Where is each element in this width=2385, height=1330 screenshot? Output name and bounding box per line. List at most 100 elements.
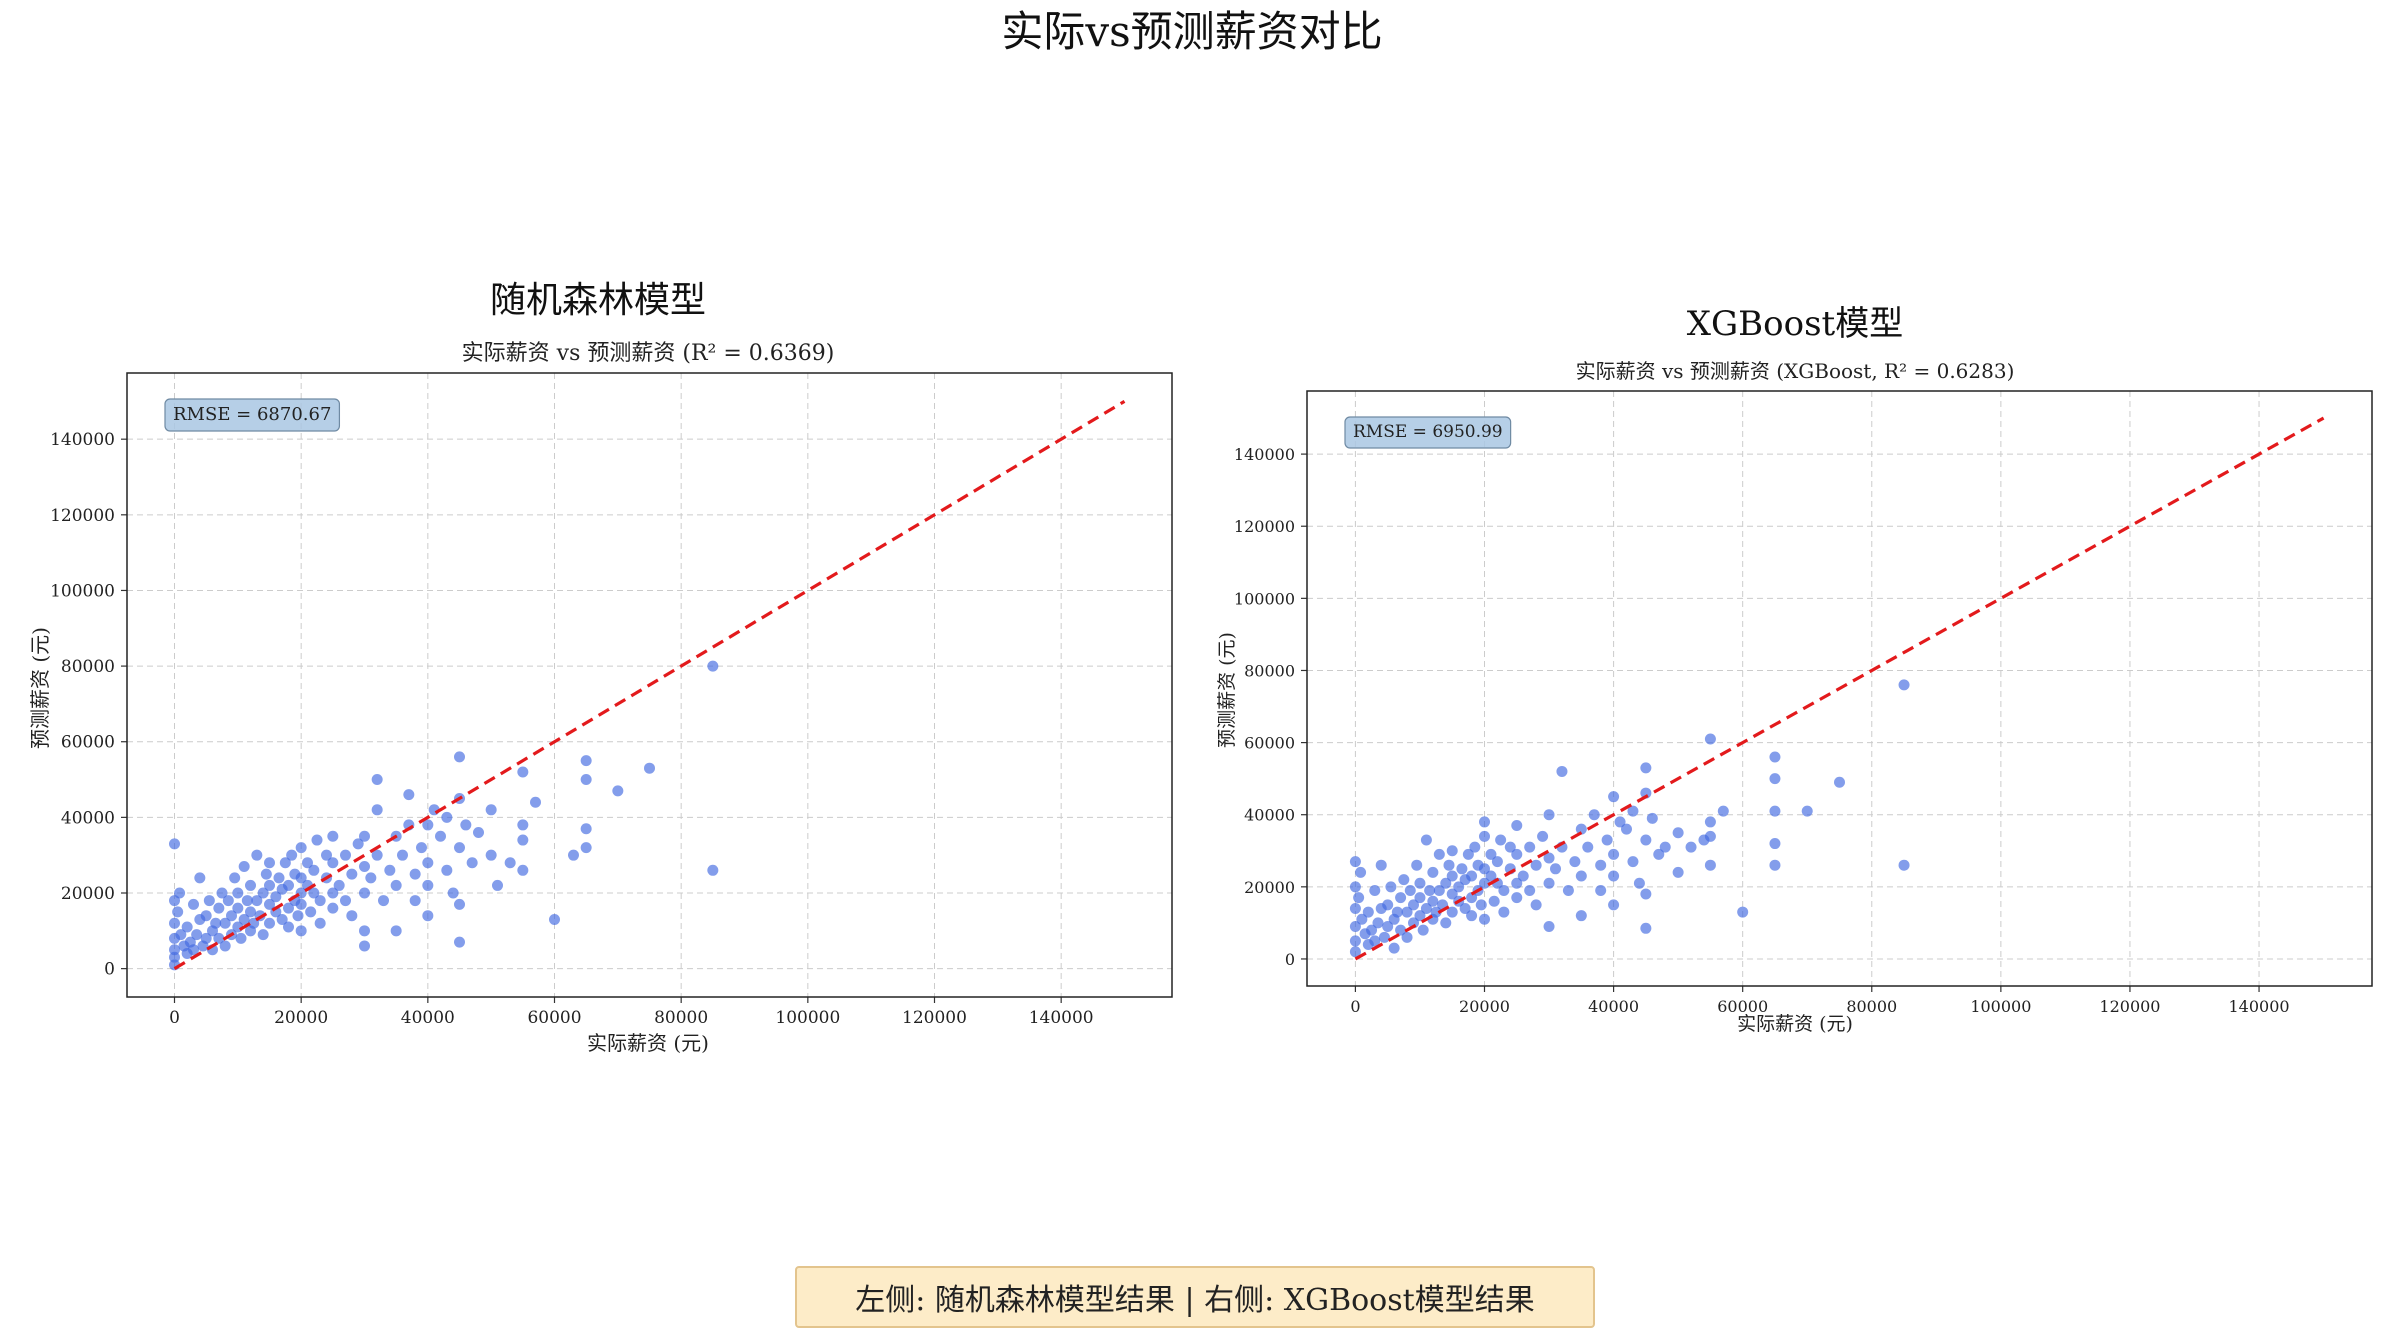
data-point (580, 774, 592, 786)
data-point (219, 917, 231, 929)
data-point (580, 755, 592, 767)
data-point (257, 929, 269, 941)
data-point (422, 910, 434, 922)
data-point (311, 834, 323, 846)
rmse-box (1344, 416, 1512, 449)
data-point (1537, 830, 1549, 842)
data-point (194, 872, 206, 884)
data-point (441, 811, 453, 823)
data-point (1395, 892, 1407, 904)
panel-xgboost: XGBoost模型 实际薪资 vs 预测薪资 (XGBoost, R² = 0.… (1216, 304, 2373, 1035)
data-point (1488, 895, 1500, 907)
data-point (226, 910, 237, 922)
data-point (1408, 917, 1419, 929)
data-point (1498, 884, 1510, 896)
data-point (504, 857, 516, 869)
data-point (235, 932, 247, 944)
data-point (1582, 841, 1594, 853)
x-tick-label: 80000 (1846, 997, 1897, 1016)
panel-title: 随机森林模型 (490, 280, 706, 321)
panel-subtitle: 实际薪资 vs 预测薪资 (R² = 0.6369) (462, 341, 835, 366)
data-point (1375, 859, 1387, 871)
data-point (454, 898, 465, 910)
data-point (1417, 924, 1429, 936)
data-point (1398, 874, 1410, 886)
data-point (359, 887, 370, 899)
data-point (1685, 841, 1697, 853)
rmse-annotation: RMSE = 6950.99 (1344, 416, 1512, 449)
data-point (441, 864, 453, 876)
data-point (346, 910, 358, 922)
y-tick-label: 80000 (61, 657, 115, 677)
y-tick-label: 40000 (1244, 806, 1295, 825)
panel-title: XGBoost模型 (1687, 304, 1903, 344)
data-point (169, 838, 180, 850)
data-point (1543, 877, 1555, 889)
data-point (188, 898, 199, 910)
data-point (435, 830, 446, 842)
data-point (1356, 913, 1368, 925)
data-point (302, 857, 313, 869)
data-point (1595, 859, 1607, 871)
data-point (1627, 805, 1639, 817)
data-point (232, 887, 244, 899)
data-point (707, 864, 719, 876)
data-point (416, 842, 427, 854)
x-tick-label: 40000 (1588, 997, 1639, 1016)
data-point (295, 842, 307, 854)
data-point (286, 849, 298, 861)
data-point (454, 842, 465, 854)
x-tick-label: 100000 (1970, 997, 2031, 1016)
data-point (1737, 906, 1749, 918)
data-point (580, 842, 592, 854)
data-point (460, 819, 472, 831)
data-point (1769, 838, 1781, 850)
data-point (1704, 816, 1716, 828)
data-point (279, 857, 291, 869)
data-point (403, 789, 415, 801)
data-point (200, 910, 212, 922)
data-point (1608, 899, 1620, 911)
data-point (359, 940, 370, 952)
rmse-annotation: RMSE = 6870.67 (164, 398, 341, 432)
y-tick-label: 40000 (61, 808, 115, 828)
data-point (245, 906, 256, 918)
data-point (422, 857, 434, 869)
data-point (1446, 888, 1458, 900)
data-point (1440, 917, 1452, 929)
data-point (238, 913, 250, 925)
data-point (1385, 881, 1397, 893)
y-tick-label: 100000 (50, 581, 115, 601)
data-point (485, 804, 497, 816)
data-point (1491, 856, 1503, 868)
data-point (612, 785, 624, 797)
data-point (270, 891, 282, 903)
data-point (549, 913, 560, 925)
data-point (1382, 899, 1394, 911)
data-point (371, 849, 383, 861)
data-point (1372, 917, 1384, 929)
data-point (1595, 884, 1607, 896)
x-tick-label: 120000 (2099, 997, 2160, 1016)
data-point (1704, 859, 1716, 871)
data-point (1614, 816, 1626, 828)
data-point (1440, 877, 1452, 889)
data-point (1495, 834, 1507, 846)
y-tick-label: 0 (104, 960, 115, 980)
data-point (1769, 751, 1781, 763)
data-point (327, 857, 339, 869)
data-point (340, 849, 351, 861)
data-point (1898, 859, 1910, 871)
y-tick-label: 20000 (61, 884, 115, 904)
data-point (1550, 863, 1561, 875)
data-point (1769, 773, 1781, 785)
data-point (213, 902, 225, 914)
data-point (245, 879, 256, 891)
x-tick-label: 100000 (775, 1008, 840, 1028)
data-point (1627, 856, 1639, 868)
x-tick-label: 140000 (2229, 997, 2290, 1016)
x-tick-label: 60000 (1717, 997, 1768, 1016)
data-point (264, 879, 275, 891)
data-point (359, 925, 370, 937)
data-point (644, 762, 655, 774)
